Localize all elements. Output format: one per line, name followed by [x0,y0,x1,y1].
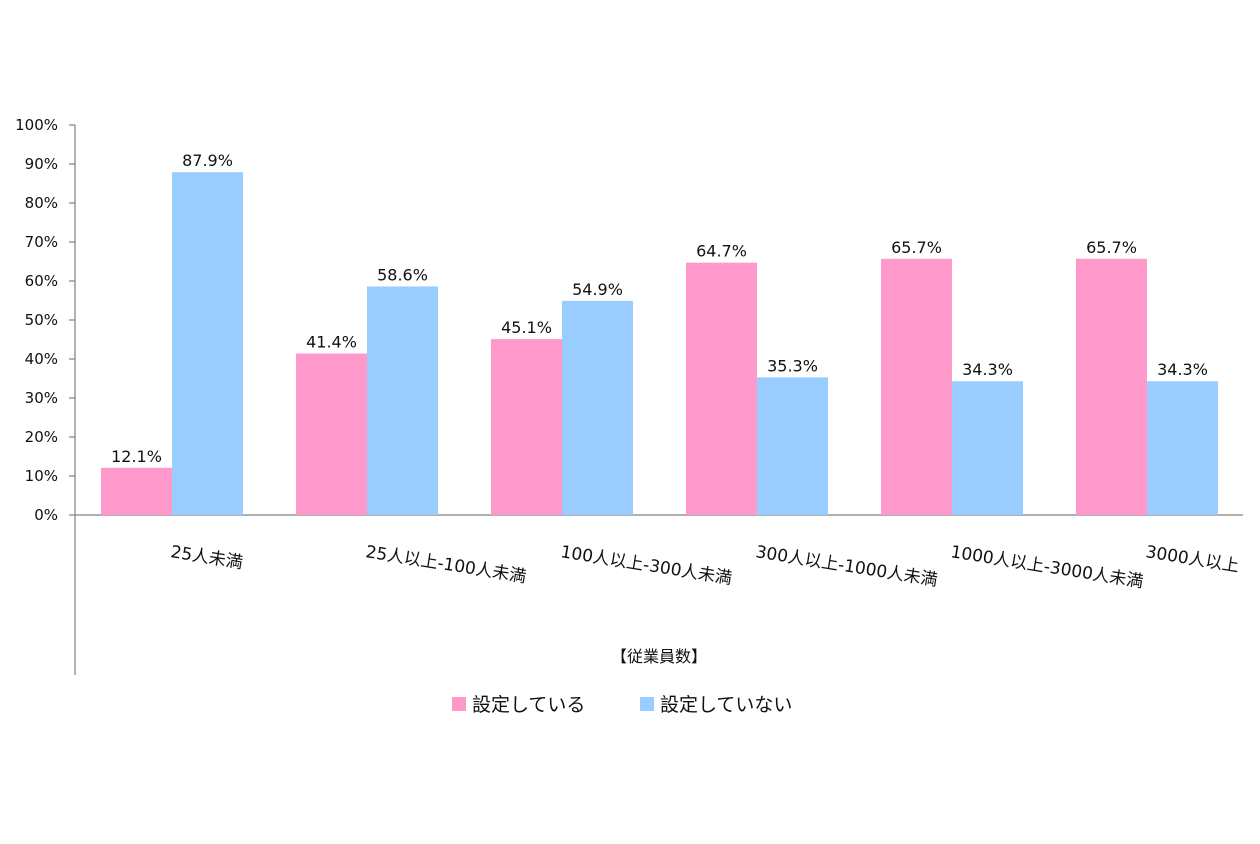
data-label: 45.1% [501,318,552,337]
data-label: 64.7% [696,242,747,261]
y-tick-label: 20% [25,428,58,446]
y-tick-label: 10% [25,467,58,485]
bar [952,381,1023,515]
y-tick-label: 70% [25,233,58,251]
category-label: 3000人以上 [1144,542,1240,577]
y-tick-label: 80% [25,194,58,212]
data-label: 58.6% [377,265,428,284]
y-tick-label: 0% [34,506,58,524]
bar [172,172,243,515]
category-labels: 25人未満 25人以上-100人未満 100人以上-300人未満 300人以上-100… [169,542,1240,592]
legend-swatch [452,697,466,711]
bar [367,286,438,515]
y-tick-label: 60% [25,272,58,290]
data-label: 34.3% [962,360,1013,379]
y-tick-label: 30% [25,389,58,407]
data-label: 54.9% [572,280,623,299]
bar [491,339,562,515]
legend: 設定している 設定していない [452,694,792,716]
bar [101,467,172,515]
legend-label: 設定している [472,694,585,716]
y-tick-label: 90% [25,155,58,173]
bar [296,353,367,515]
bar [1076,258,1147,515]
data-label: 65.7% [1086,238,1137,257]
x-axis-title: 【従業員数】 [611,647,707,666]
data-label: 34.3% [1157,360,1208,379]
category-label: 25人未満 [169,542,244,573]
data-label: 41.4% [306,333,357,352]
legend-swatch [640,697,654,711]
category-label: 100人以上-300人未満 [559,542,733,589]
bar [757,377,828,515]
bar [686,262,757,515]
data-label: 35.3% [767,356,818,375]
y-tick-label: 50% [25,311,58,329]
data-label: 87.9% [182,151,233,170]
bars [101,172,1218,515]
bar [562,300,633,515]
category-label: 1000人以上-3000人未満 [949,542,1144,592]
category-label: 300人以上-1000人未満 [754,542,939,591]
y-tick-label: 100% [15,116,58,134]
legend-label: 設定していない [660,694,792,716]
data-labels: 12.1% 87.9% 41.4% 58.6% 45.1% 54.9% 64.7% 35.3%… [111,151,1208,466]
bar [1147,381,1218,515]
y-tick-label: 40% [25,350,58,368]
category-label: 25人以上-100人未満 [364,542,527,587]
bar [881,258,952,515]
axes: 0% 10% 20% 30% 40% 50% 60% 70% 80% 90% 100% [15,116,1243,675]
data-label: 65.7% [891,238,942,257]
data-label: 12.1% [111,447,162,466]
